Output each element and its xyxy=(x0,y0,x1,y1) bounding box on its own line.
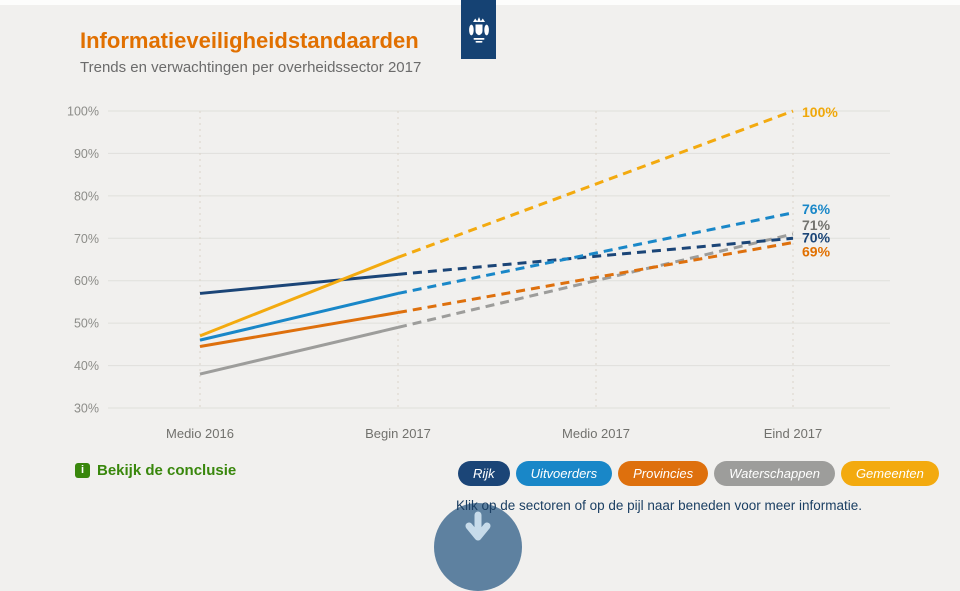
end-label-gemeenten: 100% xyxy=(802,104,838,120)
y-tick-label: 70% xyxy=(74,232,99,246)
x-tick-label: Medio 2017 xyxy=(562,426,630,441)
series-solid-rijk xyxy=(199,272,399,295)
y-tick-label: 30% xyxy=(74,402,99,416)
page-title: Informatieveiligheidstandaarden xyxy=(80,28,419,53)
y-tick-label: 80% xyxy=(74,189,99,203)
end-label-rijk: 70% xyxy=(802,229,831,245)
sector-button-gemeenten[interactable]: Gemeenten xyxy=(840,461,939,486)
sector-legend: Rijk Uitvoerders Provincies Waterschappen Ge… xyxy=(458,461,939,486)
y-tick-label: 100% xyxy=(67,105,99,119)
page-subtitle: Trends en verwachtingen per overheidssec… xyxy=(80,59,422,76)
series-dashed-rijk xyxy=(397,236,794,276)
conclusion-label: Bekijk de conclusie xyxy=(97,462,237,479)
series-dashed-gemeenten xyxy=(397,109,794,259)
page-header: Informatieveiligheidstandaarden Trends e… xyxy=(80,28,421,76)
sector-button-waterschappen[interactable]: Waterschappen xyxy=(714,461,835,486)
x-tick-label: Eind 2017 xyxy=(764,426,823,441)
trend-chart: 100% 90% 80% 70% 60% 50% 40% 30% Medio 2016 Begin… xyxy=(67,104,890,441)
series-dashed-waterschappen xyxy=(397,232,794,329)
series-dashed-uitvoerders xyxy=(397,211,794,295)
instruction-text: Klik op de sectoren of op de pijl naar b… xyxy=(456,498,862,513)
sector-button-uitvoerders[interactable]: Uitvoerders xyxy=(515,461,613,486)
end-label-waterschappen: 71% xyxy=(802,217,831,233)
y-tick-label: 90% xyxy=(74,147,99,161)
conclusion-link[interactable]: i Bekijk de conclusie xyxy=(75,462,236,479)
scroll-down-button[interactable] xyxy=(434,503,522,591)
series-dashed-provincies xyxy=(397,241,794,315)
end-label-uitvoerders: 76% xyxy=(802,201,831,217)
info-icon: i xyxy=(75,463,90,478)
crest-icon xyxy=(468,16,489,43)
series-solid-uitvoerders xyxy=(199,291,399,342)
sector-button-provincies[interactable]: Provincies xyxy=(618,461,709,486)
series-solid-gemeenten xyxy=(199,255,399,338)
sector-button-rijk[interactable]: Rijk xyxy=(458,461,510,486)
rijksoverheid-logo xyxy=(461,0,496,59)
y-tick-label: 50% xyxy=(74,317,99,331)
x-tick-label: Begin 2017 xyxy=(365,426,431,441)
y-tick-label: 40% xyxy=(74,359,99,373)
y-tick-label: 60% xyxy=(74,274,99,288)
x-tick-label: Medio 2016 xyxy=(166,426,234,441)
end-label-provincies: 69% xyxy=(802,244,831,260)
arrow-down-icon xyxy=(465,511,491,541)
series-solid-waterschappen xyxy=(199,325,399,376)
series-solid-provincies xyxy=(199,311,399,348)
